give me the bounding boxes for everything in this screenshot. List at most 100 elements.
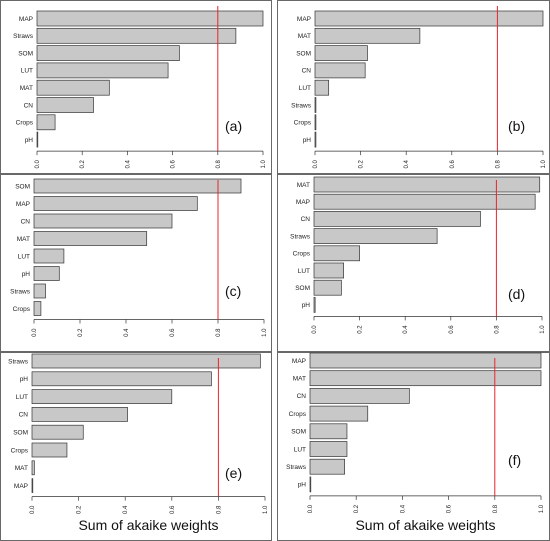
- x-tick-label: 1.0: [540, 325, 546, 334]
- category-label: pH: [25, 137, 34, 144]
- bar-crops: [309, 405, 369, 422]
- bar-straws: [314, 97, 317, 113]
- chart-panel-e: Straws pH LUT CN SOM Crops MAT MAP 0.0 0.2 0.4 0.6 0…: [0, 352, 272, 541]
- chart-panel-a: MAP Straws SOM LUT MAT CN Crops pH 0.0 0.2 0.4 0.6 0…: [0, 0, 272, 174]
- x-tick-label: 0.0: [313, 159, 319, 168]
- bar-map: [36, 10, 264, 27]
- category-label: MAT: [298, 33, 311, 40]
- bar-mat: [31, 460, 35, 476]
- category-label: Crops: [16, 120, 34, 127]
- category-label: SOM: [295, 285, 310, 292]
- bar-cn: [313, 211, 481, 227]
- bar-cn: [314, 62, 366, 79]
- category-label: CN: [301, 216, 311, 223]
- bar-lut: [309, 441, 348, 457]
- x-tick-label: 0.8: [216, 505, 222, 514]
- category-label: CN: [19, 412, 29, 419]
- bar-ph: [31, 371, 212, 387]
- panel-tag: (e): [225, 465, 242, 481]
- bar-straws: [31, 353, 261, 369]
- bar-lut: [36, 62, 169, 79]
- x-tick-label: 0.2: [78, 328, 84, 337]
- category-label: Straws: [290, 233, 311, 240]
- x-tick-label: 1.0: [262, 328, 268, 337]
- chart-panel-d: MAT MAP CN Straws Crops LUT SOM pH 0.0 0.2 0.4 0.6 0…: [277, 174, 550, 352]
- x-tick-label: 0.4: [400, 504, 406, 513]
- bar-map: [31, 478, 34, 493]
- bar-mat: [309, 370, 542, 387]
- category-label: MAP: [297, 16, 311, 23]
- category-label: SOM: [13, 430, 28, 437]
- category-label: CN: [297, 393, 307, 400]
- bar-ph: [36, 131, 39, 148]
- x-tick-label: 0.4: [403, 325, 409, 334]
- x-tick-label: 0.8: [216, 328, 222, 337]
- category-label: LUT: [21, 68, 33, 75]
- bar-cn: [33, 213, 173, 229]
- x-tick-label: 0.0: [312, 325, 318, 334]
- category-label: Straws: [8, 358, 29, 365]
- panel-tag: (c): [225, 283, 241, 299]
- chart-panel-b: MAP MAT SOM CN LUT Straws Crops pH 0.0 0.2 0.4 0.6 0…: [277, 0, 550, 174]
- bar-map: [313, 193, 536, 210]
- x-tick-label: 0.2: [77, 505, 83, 514]
- x-tick-label: 0.4: [125, 159, 131, 168]
- bar-som: [33, 178, 242, 194]
- category-label: SOM: [15, 183, 30, 190]
- bar-lut: [314, 79, 330, 96]
- category-label: LUT: [299, 85, 311, 92]
- category-label: Crops: [289, 411, 307, 418]
- category-label: MAP: [19, 16, 33, 23]
- category-label: pH: [303, 137, 312, 144]
- category-label: SOM: [296, 50, 311, 57]
- bar-mat: [314, 27, 421, 44]
- bar-ph: [309, 476, 312, 493]
- x-axis-title: Sum of akaike weights: [355, 517, 495, 533]
- bar-cn: [31, 407, 128, 422]
- category-label: Crops: [13, 306, 31, 313]
- category-label: MAT: [17, 236, 30, 243]
- bar-straws: [36, 27, 237, 44]
- category-label: pH: [20, 376, 29, 383]
- x-tick-label: 0.0: [308, 504, 314, 513]
- category-label: pH: [22, 271, 31, 278]
- category-label: Straws: [291, 102, 312, 109]
- bar-crops: [313, 245, 360, 262]
- bar-straws: [309, 458, 346, 475]
- bar-map: [309, 352, 542, 369]
- bar-ph: [313, 297, 316, 313]
- x-tick-label: 0.6: [447, 504, 453, 513]
- x-tick-label: 0.6: [170, 328, 176, 337]
- bar-straws: [313, 228, 438, 244]
- bar-map: [314, 10, 544, 27]
- x-tick-label: 0.2: [354, 504, 360, 513]
- category-label: Straws: [286, 464, 307, 471]
- x-tick-label: 1.0: [539, 504, 545, 513]
- bar-mat: [36, 79, 110, 96]
- category-label: MAT: [20, 85, 33, 92]
- x-tick-label: 0.0: [32, 328, 38, 337]
- category-label: LUT: [294, 446, 306, 453]
- bar-crops: [314, 114, 317, 131]
- category-label: pH: [302, 302, 311, 309]
- chart-panel-f: MAP MAT CN Crops SOM LUT Straws pH 0.0 0.2 0.4 0.6 0…: [277, 352, 550, 541]
- category-label: Straws: [10, 288, 31, 295]
- panel-tag: (a): [225, 118, 242, 134]
- bar-lut: [33, 248, 65, 264]
- x-tick-label: 0.6: [449, 325, 455, 334]
- x-tick-label: 0.6: [171, 159, 177, 168]
- category-label: LUT: [16, 394, 28, 401]
- x-tick-label: 0.0: [30, 505, 36, 514]
- x-axis-title: Sum of akaike weights: [78, 517, 218, 533]
- bar-crops: [31, 442, 68, 458]
- category-label: MAT: [297, 182, 310, 189]
- category-label: MAP: [14, 483, 28, 490]
- x-tick-label: 0.4: [124, 328, 130, 337]
- x-tick-label: 0.2: [359, 159, 365, 168]
- category-label: Straws: [13, 33, 34, 40]
- x-tick-label: 1.0: [263, 505, 269, 514]
- bar-lut: [31, 389, 173, 404]
- bar-cn: [309, 388, 410, 404]
- chart-panel-c: SOM MAP CN MAT LUT pH Straws Crops 0.0 0.2 0.4 0.6 0…: [0, 174, 272, 352]
